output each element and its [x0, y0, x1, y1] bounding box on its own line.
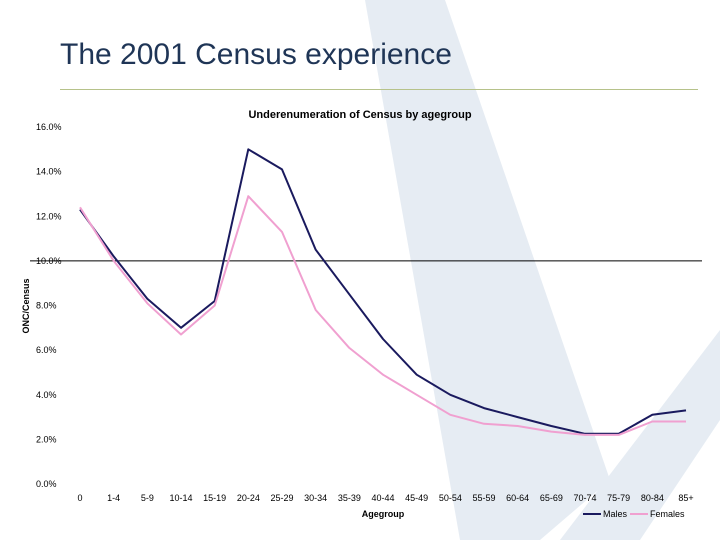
- x-tick-label: 30-34: [304, 493, 327, 503]
- y-tick-label: 0.0%: [36, 479, 57, 489]
- x-tick-label: 35-39: [338, 493, 361, 503]
- y-tick-label: 12.0%: [36, 211, 62, 221]
- y-tick-label: 2.0%: [36, 434, 57, 444]
- x-tick-label: 20-24: [237, 493, 260, 503]
- watermark-stroke: [365, 0, 610, 540]
- watermark-stroke: [560, 330, 720, 540]
- x-tick-label: 75-79: [607, 493, 630, 503]
- y-tick-label: 8.0%: [36, 301, 57, 311]
- legend-label: Males: [603, 509, 628, 519]
- x-tick-label: 0: [77, 493, 82, 503]
- x-tick-label: 55-59: [472, 493, 495, 503]
- x-tick-label: 40-44: [371, 493, 394, 503]
- x-tick-label: 15-19: [203, 493, 226, 503]
- slide-title: The 2001 Census experience: [60, 38, 452, 71]
- y-tick-label: 14.0%: [36, 167, 62, 177]
- y-tick-label: 6.0%: [36, 345, 57, 355]
- series-line-females: [79, 195, 686, 436]
- y-axis-label: ONC/Census: [21, 278, 31, 333]
- x-tick-label: 70-74: [573, 493, 596, 503]
- x-tick-label: 80-84: [641, 493, 664, 503]
- chart-title: Underenumeration of Census by agegroup: [248, 109, 471, 121]
- x-tick-label: 5-9: [141, 493, 154, 503]
- x-tick-label: 45-49: [405, 493, 428, 503]
- x-tick-label: 85+: [678, 493, 693, 503]
- x-tick-label: 65-69: [540, 493, 563, 503]
- x-tick-label: 10-14: [169, 493, 192, 503]
- x-tick-label: 60-64: [506, 493, 529, 503]
- series-line-males: [79, 148, 687, 435]
- legend-label: Females: [650, 509, 685, 519]
- x-tick-label: 25-29: [270, 493, 293, 503]
- x-tick-label: 50-54: [439, 493, 462, 503]
- x-tick-label: 1-4: [107, 493, 120, 503]
- title-divider: [60, 89, 698, 90]
- y-tick-label: 16.0%: [36, 122, 62, 132]
- y-tick-label: 4.0%: [36, 390, 57, 400]
- x-axis-label: Agegroup: [362, 509, 405, 519]
